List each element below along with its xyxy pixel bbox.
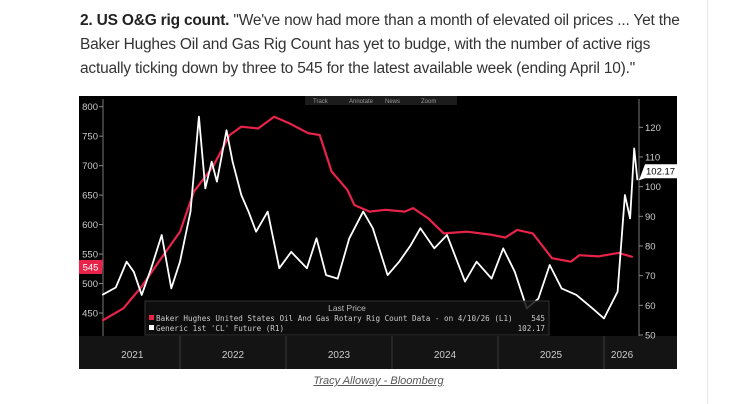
section-heading: 2. US O&G rig count. <box>80 12 230 29</box>
oil-last-label: 102.17 <box>646 167 675 178</box>
rig-count-oil-chart: Track Annotate News Zoom 450 500 550 600 650 700… <box>79 96 677 369</box>
x-tick-label: 2022 <box>222 350 245 361</box>
x-axis-strip <box>79 336 677 369</box>
rig-count-last-label: 545 <box>83 263 99 274</box>
left-tick-label: 750 <box>82 132 98 143</box>
legend-series-name: Baker Hughes United States Oil And Gas R… <box>156 314 513 323</box>
x-tick-label: 2025 <box>540 350 563 361</box>
image-caption: Tracy Alloway - Bloomberg <box>0 375 738 387</box>
toolbar-news-button[interactable]: News <box>385 99 400 105</box>
legend-swatch <box>149 325 154 330</box>
quote-text: "We've now had more than a month of elev… <box>80 12 680 77</box>
oil-price-line <box>101 115 639 320</box>
left-tick-label: 500 <box>82 279 98 290</box>
right-tick-label: 90 <box>645 212 656 223</box>
left-tick-label: 600 <box>82 220 98 231</box>
caption-link[interactable]: Tracy Alloway - Bloomberg <box>313 375 444 387</box>
x-tick-label: 2024 <box>434 350 457 361</box>
left-tick-label: 450 <box>82 309 98 320</box>
right-tick-label: 100 <box>645 182 661 193</box>
x-tick-label: 2021 <box>121 350 144 361</box>
toolbar-zoom-button[interactable]: Zoom <box>421 99 436 105</box>
left-tick-label: 650 <box>82 191 98 202</box>
right-tick-label: 70 <box>645 271 656 282</box>
x-tick-label: 2026 <box>611 350 634 361</box>
legend-swatch <box>149 315 154 320</box>
legend-series-name: Generic 1st 'CL' Future (R1) <box>156 324 284 333</box>
legend-box <box>144 300 550 336</box>
x-tick-label: 2023 <box>328 350 351 361</box>
rig-count-line <box>101 115 634 322</box>
toolbar-annotate-button[interactable]: Annotate <box>349 99 374 105</box>
article-paragraph: 2. US O&G rig count. "We've now had more… <box>80 9 702 81</box>
right-tick-label: 120 <box>645 123 661 134</box>
legend-series-value: 545 <box>531 314 545 323</box>
toolbar-bg <box>305 96 457 105</box>
left-tick-label: 550 <box>82 250 98 261</box>
legend-title: Last Price <box>328 303 366 313</box>
oil-last-badge <box>639 164 677 181</box>
right-tick-label: 80 <box>645 241 656 252</box>
legend-series-value: 102.17 <box>518 324 545 333</box>
left-tick-label: 800 <box>82 102 98 113</box>
chart-toolbar: Track Annotate News Zoom <box>305 96 457 105</box>
right-tick-label: 50 <box>645 331 656 342</box>
right-tick-label: 60 <box>645 301 656 312</box>
toolbar-track-button[interactable]: Track <box>313 99 329 105</box>
left-tick-label: 700 <box>82 161 98 172</box>
rig-count-last-badge <box>79 257 103 275</box>
content-border <box>707 0 708 404</box>
right-tick-label: 110 <box>645 152 660 163</box>
